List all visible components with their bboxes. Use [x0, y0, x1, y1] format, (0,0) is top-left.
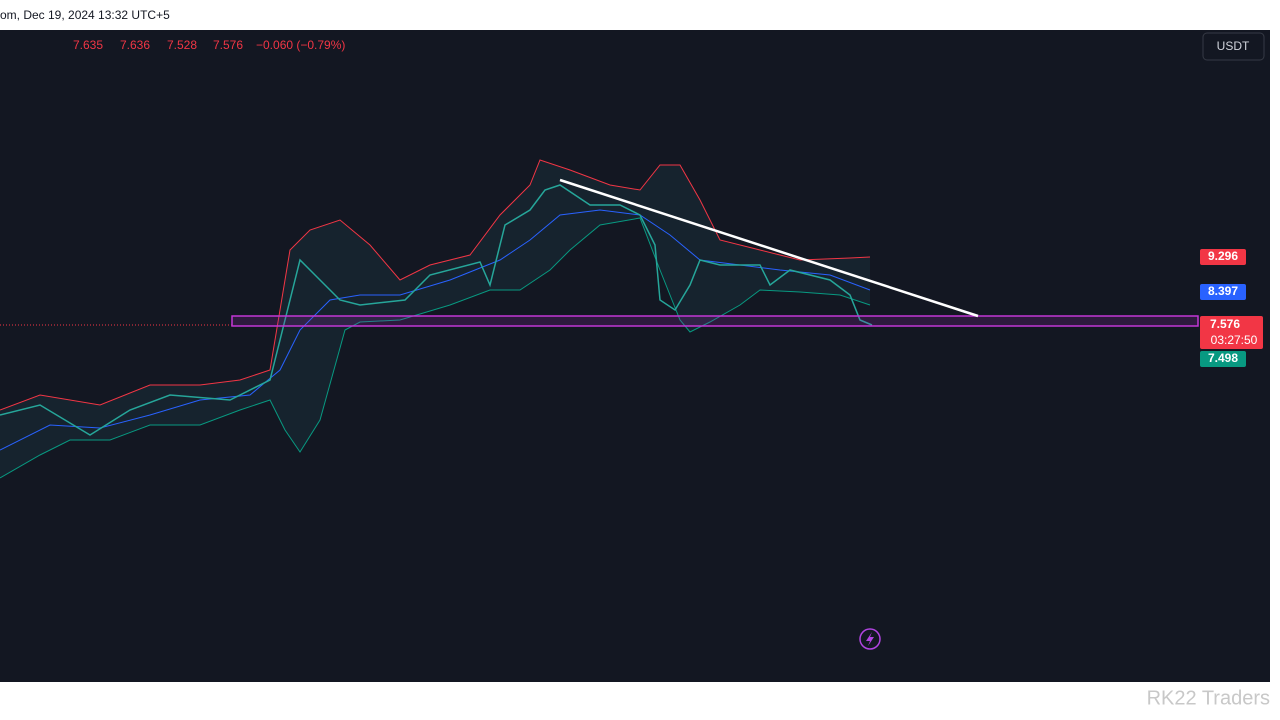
watermark: RK22 Traders	[1147, 687, 1270, 709]
trend-line[interactable]	[559, 178, 979, 318]
ohlc-high: 7.636	[120, 38, 150, 52]
currency-label: USDT	[1217, 39, 1250, 53]
lower-band	[0, 217, 871, 479]
support-zone[interactable]	[231, 315, 1199, 327]
currency-button[interactable]	[1202, 32, 1265, 61]
ohlc-change: −0.060 (−0.79%)	[256, 38, 345, 52]
alert-icon[interactable]	[859, 628, 881, 650]
countdown-label: 03:27:50	[1211, 333, 1258, 347]
lower-band-label-bg	[1200, 351, 1246, 367]
price-path	[0, 184, 873, 436]
top-bar	[0, 0, 1280, 30]
ohlc-low: 7.528	[167, 38, 197, 52]
upper-band	[0, 159, 871, 411]
last-price-label: 7.576	[1210, 317, 1240, 331]
lower-band-label: 7.498	[1208, 351, 1238, 365]
middle-band-label: 8.397	[1208, 284, 1238, 298]
ohlc-open: 7.635	[73, 38, 103, 52]
bottom-bar	[0, 682, 1280, 720]
alert-icon-bolt	[866, 632, 874, 646]
chart-area	[0, 30, 1270, 682]
ohlc-close: 7.576	[213, 38, 243, 52]
middle-band-label-bg	[1200, 284, 1246, 300]
upper-band-label-bg	[1200, 249, 1246, 265]
upper-band-label: 9.296	[1208, 249, 1238, 263]
middle-band	[0, 209, 871, 451]
ohlc-legend: 7.635 7.636 7.528 7.576 −0.060 (−0.79%)	[73, 38, 345, 52]
last-price-label-bg	[1200, 316, 1263, 349]
symbol-info: om, Dec 19, 2024 13:32 UTC+5	[0, 8, 170, 22]
